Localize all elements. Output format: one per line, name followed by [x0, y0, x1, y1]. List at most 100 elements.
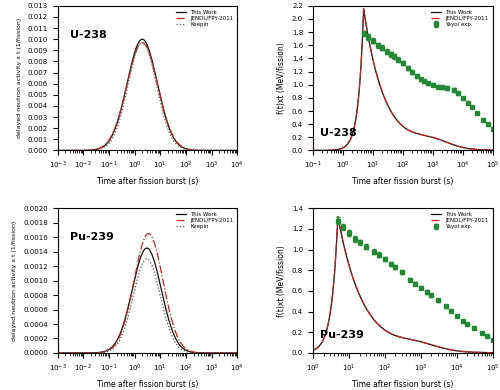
X-axis label: Time after fission burst (s): Time after fission burst (s)	[96, 177, 198, 186]
JENDL/FPY-2011	[484, 148, 490, 152]
X-axis label: Time after fission burst (s): Time after fission burst (s)	[96, 379, 198, 388]
JENDL/FPY-2011	[137, 41, 143, 46]
This Work	[319, 148, 325, 153]
Line: JENDL/FPY-2011: JENDL/FPY-2011	[312, 216, 492, 353]
This Work	[234, 148, 240, 153]
This Work	[64, 148, 70, 153]
JENDL/FPY-2011	[196, 148, 202, 153]
Keepin	[142, 42, 148, 47]
This Work	[142, 246, 148, 251]
This Work	[392, 116, 398, 121]
Keepin	[137, 267, 143, 272]
Line: This Work: This Work	[58, 39, 238, 151]
Keepin	[137, 41, 143, 46]
Legend: This Work, JENDL/FPY-2011, Yayoi exp.: This Work, JENDL/FPY-2011, Yayoi exp.	[430, 211, 490, 230]
This Work	[137, 256, 143, 261]
Keepin	[140, 40, 145, 45]
This Work	[452, 143, 458, 147]
This Work	[335, 215, 341, 219]
This Work	[484, 350, 490, 355]
JENDL/FPY-2011	[452, 143, 458, 147]
JENDL/FPY-2011	[360, 6, 366, 11]
This Work	[196, 351, 202, 355]
Keepin	[229, 148, 235, 153]
Line: This Work: This Work	[58, 248, 238, 353]
Text: Pu-239: Pu-239	[320, 330, 364, 340]
This Work	[234, 351, 240, 355]
JENDL/FPY-2011	[310, 348, 316, 353]
This Work	[310, 348, 316, 353]
This Work	[319, 340, 325, 345]
Line: JENDL/FPY-2011: JENDL/FPY-2011	[58, 234, 238, 353]
JENDL/FPY-2011	[54, 351, 60, 355]
JENDL/FPY-2011	[452, 348, 458, 353]
JENDL/FPY-2011	[234, 148, 240, 153]
Y-axis label: delayed neutron activity x t (1/fission): delayed neutron activity x t (1/fission)	[12, 220, 18, 341]
Keepin	[229, 148, 235, 153]
Line: JENDL/FPY-2011: JENDL/FPY-2011	[312, 9, 492, 151]
Keepin	[142, 257, 148, 262]
Text: U-238: U-238	[70, 30, 107, 40]
Keepin	[196, 351, 202, 355]
Keepin	[196, 148, 202, 153]
Keepin	[64, 148, 70, 153]
This Work	[397, 335, 403, 339]
This Work	[484, 350, 490, 355]
This Work	[229, 351, 235, 355]
This Work	[144, 246, 150, 250]
X-axis label: Time after fission burst (s): Time after fission burst (s)	[352, 177, 454, 186]
JENDL/FPY-2011	[397, 335, 403, 339]
JENDL/FPY-2011	[392, 116, 398, 121]
JENDL/FPY-2011	[484, 350, 490, 355]
Keepin	[234, 351, 240, 355]
JENDL/FPY-2011	[142, 235, 148, 239]
JENDL/FPY-2011	[229, 148, 235, 153]
Legend: This Work, JENDL/FPY-2011, Keepin: This Work, JENDL/FPY-2011, Keepin	[174, 211, 234, 230]
JENDL/FPY-2011	[229, 351, 235, 355]
Keepin	[54, 351, 60, 355]
This Work	[54, 148, 60, 153]
This Work	[484, 148, 490, 152]
This Work	[64, 351, 70, 355]
This Work	[142, 39, 148, 43]
This Work	[452, 348, 458, 353]
JENDL/FPY-2011	[146, 231, 152, 236]
This Work	[196, 148, 202, 153]
This Work	[137, 38, 143, 43]
This Work	[490, 148, 496, 152]
Line: Keepin: Keepin	[58, 43, 238, 151]
X-axis label: Time after fission burst (s): Time after fission burst (s)	[352, 379, 454, 388]
Keepin	[234, 148, 240, 153]
Keepin	[144, 257, 150, 261]
JENDL/FPY-2011	[310, 148, 316, 153]
Keepin	[54, 148, 60, 153]
JENDL/FPY-2011	[319, 340, 325, 345]
JENDL/FPY-2011	[335, 214, 341, 219]
This Work	[360, 7, 366, 12]
Y-axis label: f(t)xt (MeV/fission): f(t)xt (MeV/fission)	[277, 245, 286, 317]
This Work	[229, 148, 235, 153]
JENDL/FPY-2011	[137, 250, 143, 254]
Y-axis label: delayed neutron activity x t (1/fission): delayed neutron activity x t (1/fission)	[17, 18, 22, 138]
JENDL/FPY-2011	[392, 333, 398, 338]
JENDL/FPY-2011	[229, 148, 235, 153]
Line: This Work: This Work	[312, 9, 492, 151]
JENDL/FPY-2011	[64, 148, 70, 153]
Y-axis label: f(t)xt (MeV/fission): f(t)xt (MeV/fission)	[277, 42, 286, 114]
This Work	[140, 37, 145, 42]
This Work	[229, 351, 235, 355]
JENDL/FPY-2011	[234, 351, 240, 355]
JENDL/FPY-2011	[484, 148, 490, 152]
JENDL/FPY-2011	[319, 148, 325, 153]
Keepin	[229, 351, 235, 355]
This Work	[229, 148, 235, 153]
JENDL/FPY-2011	[397, 121, 403, 126]
JENDL/FPY-2011	[229, 351, 235, 355]
JENDL/FPY-2011	[142, 42, 148, 46]
Keepin	[229, 351, 235, 355]
JENDL/FPY-2011	[484, 350, 490, 355]
JENDL/FPY-2011	[64, 351, 70, 355]
Text: Pu-239: Pu-239	[70, 232, 114, 242]
JENDL/FPY-2011	[196, 350, 202, 355]
Legend: This Work, JENDL/FPY-2011, Yayoi exp.: This Work, JENDL/FPY-2011, Yayoi exp.	[430, 9, 490, 28]
